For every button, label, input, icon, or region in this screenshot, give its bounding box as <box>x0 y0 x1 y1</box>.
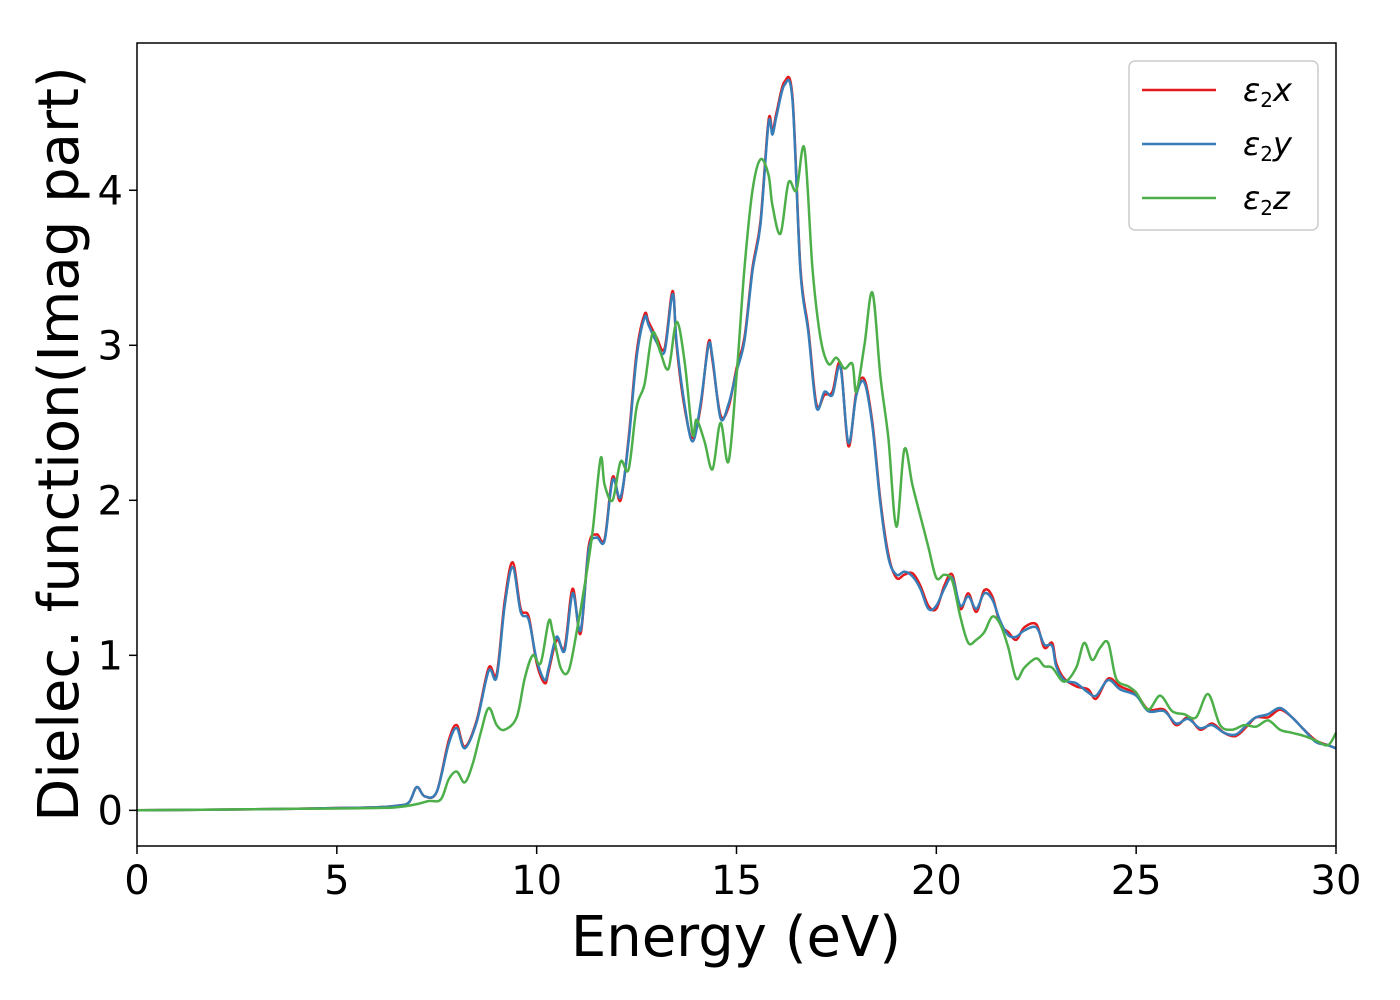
series-line-y <box>136 78 1337 812</box>
x-tick-label: 30 <box>1311 858 1362 904</box>
x-tick-label: 0 <box>124 858 149 904</box>
series-line-z <box>136 145 1338 812</box>
x-tick-label: 10 <box>511 858 562 904</box>
series-layer <box>136 75 1338 812</box>
y-tick-label: 3 <box>98 323 123 369</box>
y-tick-label: 4 <box>98 168 123 214</box>
legend-label-x: ε2x <box>1243 71 1293 112</box>
y-tick-label: 2 <box>98 478 123 524</box>
y-axis-label: Dielec. function(Imag part) <box>27 66 92 822</box>
legend: ε2x ε2y ε2z <box>1128 60 1319 231</box>
x-tick-label: 5 <box>324 858 349 904</box>
x-axis-label: Energy (eV) <box>571 905 901 970</box>
y-tick-label: 0 <box>98 788 123 834</box>
x-tick-label: 20 <box>911 858 962 904</box>
y-tick-label: 1 <box>98 633 123 679</box>
x-tick-label: 25 <box>1111 858 1162 904</box>
legend-label-z: ε2z <box>1243 179 1291 220</box>
ticks-layer: 0 5 10 15 20 25 30 0 1 2 3 4 <box>98 168 1362 904</box>
legend-box <box>1128 60 1319 231</box>
x-tick-label: 15 <box>711 858 762 904</box>
legend-label-y: ε2y <box>1243 125 1293 166</box>
